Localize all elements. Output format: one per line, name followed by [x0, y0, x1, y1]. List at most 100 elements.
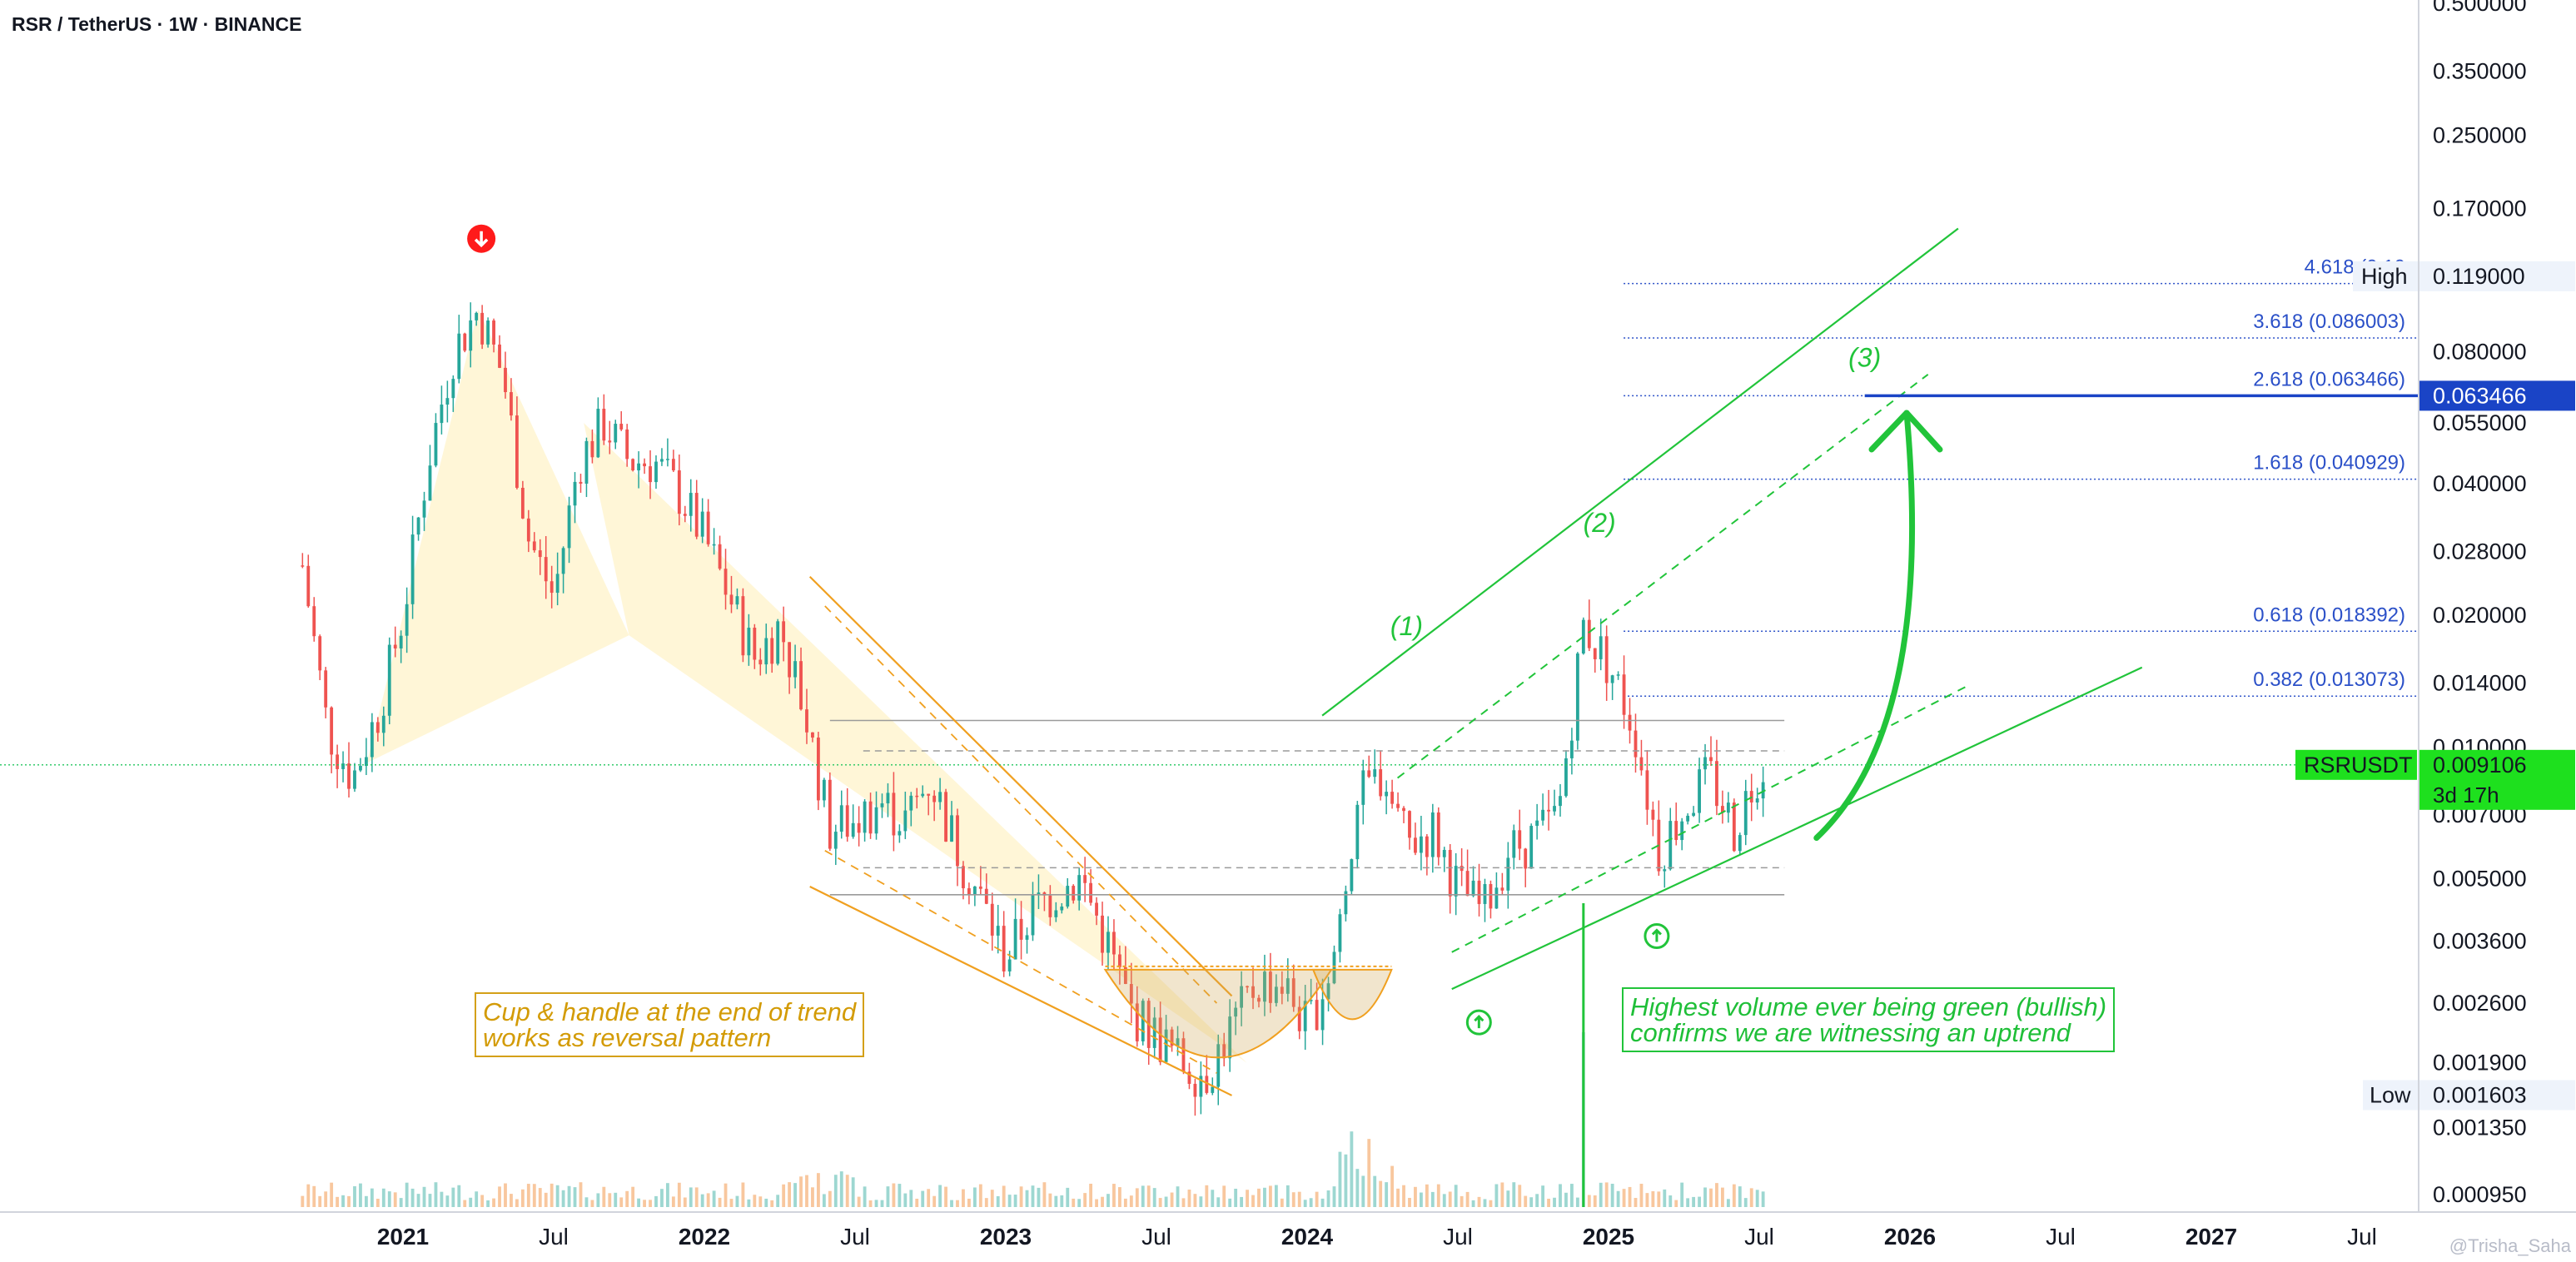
- candle-body: [579, 481, 583, 484]
- volume-bar: [353, 1185, 356, 1207]
- candle: [915, 788, 919, 809]
- volume-bar: [1529, 1197, 1534, 1207]
- volume-bar: [1048, 1193, 1052, 1207]
- candle: [683, 505, 687, 523]
- volume-bar: [515, 1199, 519, 1207]
- candle-body: [561, 548, 565, 574]
- candle-body: [510, 392, 513, 416]
- candle: [1645, 750, 1649, 825]
- candle-body: [1326, 983, 1330, 1000]
- candle-body: [1240, 986, 1244, 1008]
- candle-body: [1634, 730, 1638, 758]
- candle: [451, 375, 455, 412]
- x-tick-label: Jul: [840, 1224, 870, 1250]
- candle: [1297, 996, 1301, 1040]
- volume-bar: [1512, 1182, 1516, 1207]
- candle: [753, 624, 757, 669]
- candle: [1141, 998, 1145, 1046]
- candle: [1101, 902, 1104, 966]
- candle: [962, 861, 965, 900]
- candle: [1396, 792, 1400, 812]
- candle: [596, 397, 600, 459]
- candle-body: [486, 320, 490, 345]
- volume-bar: [921, 1190, 925, 1207]
- candle-body: [1553, 806, 1556, 812]
- candle-body: [1680, 821, 1684, 841]
- candle-body: [892, 792, 896, 836]
- candle-body: [956, 815, 959, 867]
- candle: [1309, 978, 1313, 1005]
- y-tick-label: 0.003600: [2433, 929, 2527, 954]
- volume-bar: [874, 1200, 878, 1207]
- falling-channel-mid-1: [824, 605, 1218, 1004]
- candle: [799, 647, 803, 711]
- candle: [416, 517, 420, 541]
- volume-annotation-line-1: Highest volume ever being green (bullish…: [1630, 992, 2107, 1021]
- candle-body: [845, 805, 849, 837]
- candle-body: [1095, 902, 1098, 916]
- volume-bar: [990, 1190, 994, 1207]
- volume-bar: [1095, 1199, 1098, 1207]
- candle-body: [1535, 820, 1539, 827]
- candle-body: [1297, 1006, 1301, 1031]
- candle-body: [1060, 906, 1064, 911]
- volume-bar: [654, 1195, 658, 1207]
- volume-bar: [1083, 1193, 1087, 1207]
- volume-bar: [637, 1198, 641, 1207]
- volume-bar: [1489, 1200, 1493, 1207]
- volume-bar: [1355, 1169, 1360, 1207]
- candle: [874, 791, 878, 840]
- candle: [735, 588, 739, 609]
- candle: [1123, 946, 1127, 985]
- volume-bar: [868, 1200, 873, 1207]
- candle-body: [1436, 812, 1440, 857]
- volume-bar: [1309, 1198, 1313, 1207]
- candle: [764, 624, 768, 674]
- candle-body: [1755, 798, 1759, 802]
- volume-bar: [1732, 1184, 1736, 1207]
- candle: [649, 450, 652, 499]
- candle-body: [428, 465, 432, 501]
- volume-bar: [1263, 1187, 1266, 1207]
- candle: [1610, 674, 1614, 700]
- candle: [614, 420, 618, 450]
- volume-bar: [1743, 1198, 1748, 1207]
- volume-bar: [381, 1188, 385, 1207]
- candle-body: [1430, 812, 1435, 857]
- volume-bar: [1326, 1190, 1330, 1207]
- candle-body: [1489, 884, 1493, 909]
- candle-body: [898, 831, 902, 836]
- candle-body: [1518, 830, 1522, 849]
- volume-bar: [1599, 1182, 1603, 1207]
- candle-body: [1628, 714, 1632, 731]
- rising-support-dashed: [1451, 683, 1971, 953]
- volume-bar: [422, 1186, 426, 1207]
- volume-bar: [1291, 1192, 1295, 1207]
- candle-body: [1141, 1001, 1145, 1041]
- candle-body: [1402, 807, 1405, 812]
- candle-body: [324, 670, 328, 708]
- wave-label: (2): [1584, 508, 1616, 538]
- candle: [1031, 882, 1035, 942]
- candle: [1240, 971, 1244, 1026]
- candle-body: [555, 574, 559, 594]
- candle: [1216, 1034, 1221, 1105]
- volume-bar: [1176, 1186, 1180, 1207]
- volume-bar: [712, 1190, 716, 1207]
- current-value-tag: 0.009106: [2433, 753, 2527, 778]
- volume-bar: [526, 1184, 530, 1207]
- volume-bar: [984, 1198, 988, 1207]
- volume-bar: [463, 1200, 467, 1207]
- volume-bar: [833, 1175, 838, 1207]
- volume-bar: [1460, 1195, 1464, 1207]
- arrow: [1474, 1015, 1484, 1029]
- volume-bar: [1216, 1197, 1221, 1207]
- candle-body: [498, 344, 501, 368]
- volume-bar: [1494, 1184, 1499, 1207]
- volume-bar: [938, 1185, 942, 1207]
- candle: [1303, 985, 1307, 1051]
- volume-bar: [1471, 1200, 1475, 1207]
- candle-body: [874, 807, 878, 834]
- volume-bar: [1396, 1188, 1400, 1207]
